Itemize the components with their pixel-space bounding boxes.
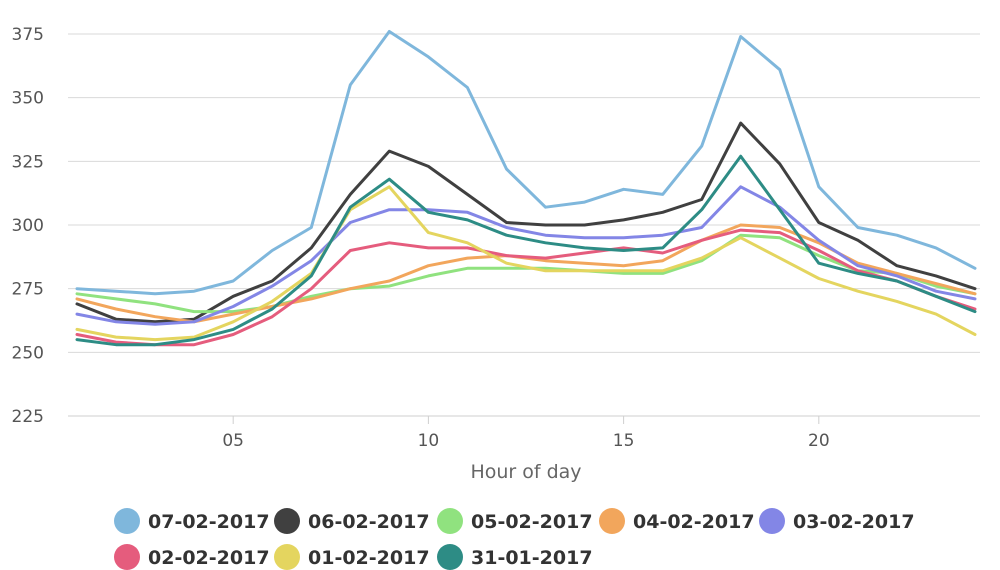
legend-label: 06-02-2017	[308, 511, 430, 533]
legend-item[interactable]: 06-02-2017	[274, 508, 430, 534]
legend-label: 05-02-2017	[471, 511, 593, 533]
legend-label: 31-01-2017	[471, 547, 593, 569]
series-line-05-02-2017	[75, 233, 977, 314]
legend: 07-02-2017 06-02-2017 05-02-2017 04-02-2017…	[114, 508, 915, 570]
series-line-01-02-2017	[75, 185, 977, 342]
legend-marker	[759, 508, 785, 534]
y-tick-label: 375	[12, 25, 44, 45]
legend-marker	[437, 508, 463, 534]
x-tick-label: 05	[222, 431, 244, 451]
legend-marker	[274, 544, 300, 570]
legend-label: 02-02-2017	[148, 547, 270, 569]
y-tick-label: 250	[12, 343, 44, 363]
legend-label: 07-02-2017	[148, 511, 270, 533]
series-line-03-02-2017	[75, 185, 977, 326]
legend-item[interactable]: 02-02-2017	[114, 544, 270, 570]
series-line-07-02-2017	[75, 30, 977, 296]
y-tick-label: 300	[12, 216, 44, 236]
y-tick-label: 325	[12, 152, 44, 172]
legend-item[interactable]: 31-01-2017	[437, 544, 593, 570]
legend-label: 04-02-2017	[633, 511, 755, 533]
x-axis-ticks: 05 10 15 20	[222, 416, 830, 451]
legend-item[interactable]: 01-02-2017	[274, 544, 430, 570]
y-axis-tick-labels: 225 250 275 300 325 350 375	[12, 25, 44, 427]
x-axis-title: Hour of day	[470, 461, 581, 483]
legend-marker	[437, 544, 463, 570]
legend-item[interactable]: 07-02-2017	[114, 508, 270, 534]
legend-marker	[599, 508, 625, 534]
grid-lines	[68, 33, 980, 353]
series-line-06-02-2017	[75, 121, 977, 324]
legend-item[interactable]: 04-02-2017	[599, 508, 755, 534]
x-tick-label: 15	[613, 431, 635, 451]
legend-marker	[114, 508, 140, 534]
series-line-02-02-2017	[75, 228, 977, 347]
x-tick-label: 10	[418, 431, 440, 451]
y-tick-label: 225	[12, 407, 44, 427]
series-line-31-01-2017	[75, 154, 977, 347]
legend-item[interactable]: 05-02-2017	[437, 508, 593, 534]
legend-item[interactable]: 03-02-2017	[759, 508, 915, 534]
y-tick-label: 350	[12, 89, 44, 109]
legend-label: 03-02-2017	[793, 511, 915, 533]
y-tick-label: 275	[12, 280, 44, 300]
legend-marker	[114, 544, 140, 570]
x-tick-label: 20	[808, 431, 830, 451]
legend-marker	[274, 508, 300, 534]
series-lines	[75, 30, 977, 347]
legend-label: 01-02-2017	[308, 547, 430, 569]
